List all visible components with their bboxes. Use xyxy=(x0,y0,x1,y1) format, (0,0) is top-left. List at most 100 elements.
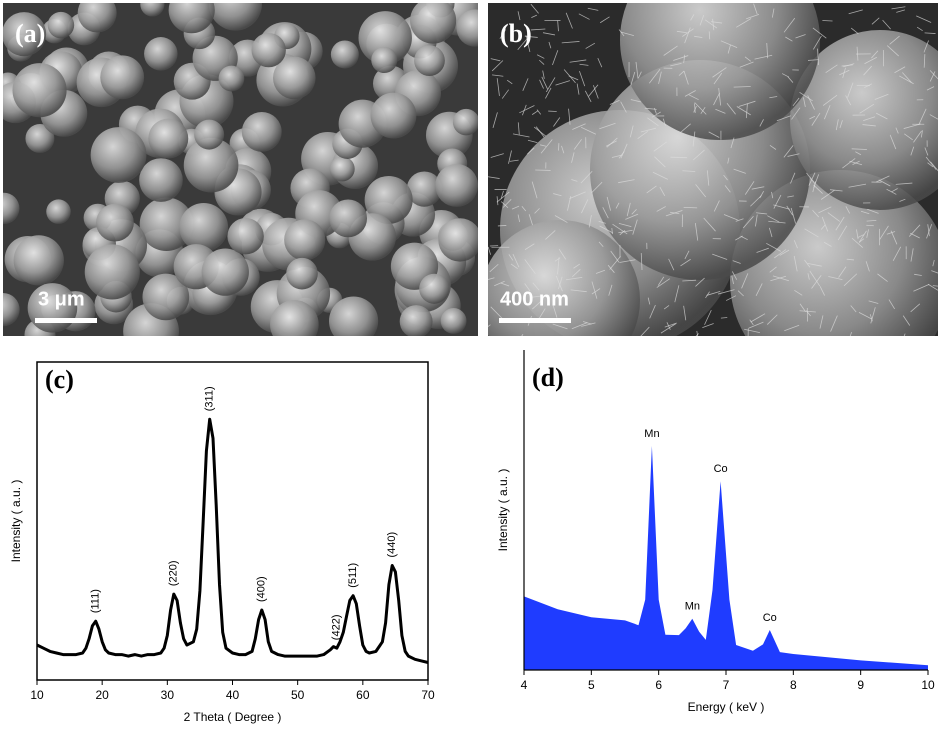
nanosheet xyxy=(517,214,520,223)
nanosheet xyxy=(924,32,936,34)
particle xyxy=(96,203,134,242)
nanosheet xyxy=(808,172,816,186)
peak-label: Mn xyxy=(685,601,700,613)
nanosheet xyxy=(835,216,845,231)
nanosheet xyxy=(558,276,563,290)
nanosheet xyxy=(571,152,575,163)
nanosheet xyxy=(724,185,731,193)
nanosheet xyxy=(679,123,691,134)
x-tick-label: 60 xyxy=(356,688,370,702)
nanosheet xyxy=(553,193,562,197)
nanosheet xyxy=(527,139,538,143)
y-axis-label: Intensity ( a.u. ) xyxy=(9,480,23,563)
nanosheet xyxy=(786,205,794,216)
nanosheet xyxy=(708,31,711,40)
nanosheet xyxy=(517,11,521,21)
nanosheet xyxy=(895,127,899,134)
nanosheet xyxy=(784,324,800,332)
nanosheet xyxy=(626,202,631,217)
nanosheet xyxy=(517,38,528,51)
particle xyxy=(456,9,478,47)
nanosheet xyxy=(694,222,699,241)
nanosheet xyxy=(857,234,865,238)
nanosheet xyxy=(496,196,499,206)
nanosheet xyxy=(552,305,558,318)
nanosheet xyxy=(769,96,778,99)
nanosheet xyxy=(886,45,900,57)
particle xyxy=(273,56,316,100)
nanosheet xyxy=(663,305,670,310)
x-tick-label: 5 xyxy=(588,678,595,692)
nanosheet xyxy=(683,70,689,85)
nanosheet xyxy=(496,78,500,96)
nanosheet xyxy=(552,50,559,66)
nanosheet xyxy=(499,29,507,39)
particle xyxy=(144,37,178,71)
nanosheet xyxy=(888,299,896,310)
nanosheet xyxy=(856,229,859,240)
nanosheet xyxy=(565,12,573,29)
nanosheet xyxy=(896,9,905,13)
nanosheet xyxy=(790,172,796,184)
nanosheet xyxy=(742,215,754,229)
scale-bar xyxy=(35,318,97,323)
nanosheet xyxy=(809,270,821,287)
peak-label: Co xyxy=(714,463,728,475)
nanosheet xyxy=(904,133,913,141)
particle xyxy=(241,111,282,152)
nanosheet xyxy=(620,143,628,159)
particle xyxy=(140,3,165,17)
nanosheet xyxy=(850,27,859,35)
nanosheet xyxy=(618,179,635,184)
nanosheet xyxy=(640,253,643,271)
nanosheet xyxy=(492,112,498,129)
nanosheet xyxy=(607,264,615,273)
nanosheet xyxy=(715,108,726,114)
nanosheet xyxy=(746,13,760,20)
nanosheet xyxy=(695,333,699,336)
nanosheet xyxy=(863,116,876,121)
nanosheet xyxy=(924,147,929,156)
nanosheet xyxy=(804,228,819,238)
nanosheet xyxy=(702,323,714,329)
particle xyxy=(284,219,326,261)
nanosheet xyxy=(640,326,650,336)
x-tick-label: 40 xyxy=(226,688,240,702)
nanosheet xyxy=(717,289,735,295)
particle xyxy=(251,32,286,68)
nanosheet xyxy=(497,225,507,227)
nanosheet xyxy=(629,125,634,138)
particle xyxy=(100,55,145,100)
nanosheet xyxy=(615,202,620,209)
nanosheet xyxy=(502,199,512,208)
nanosheet xyxy=(813,184,823,194)
nanosheet xyxy=(713,92,720,106)
x-tick-label: 4 xyxy=(521,678,528,692)
nanosheet xyxy=(732,260,741,264)
nanosheet xyxy=(879,225,889,240)
nanosheet xyxy=(673,55,689,61)
nanosheet xyxy=(528,214,533,226)
nanosheet xyxy=(618,222,632,227)
nanosheet xyxy=(708,131,720,138)
nanosheet xyxy=(823,241,832,247)
nanosheet xyxy=(929,71,936,82)
nanosheet xyxy=(489,263,499,273)
sem-texture xyxy=(488,3,938,336)
nanosheet xyxy=(522,78,529,91)
particle xyxy=(370,92,417,139)
nanosheet xyxy=(818,206,832,214)
nanosheet xyxy=(735,218,744,222)
nanosheet xyxy=(536,54,545,59)
nanosheet xyxy=(500,282,510,287)
nanosheet xyxy=(638,71,642,79)
nanosheet xyxy=(531,181,538,199)
particle xyxy=(270,300,319,336)
nanosheet xyxy=(542,70,545,79)
x-tick-label: 6 xyxy=(655,678,662,692)
nanosheet xyxy=(694,102,707,115)
nanosheet xyxy=(678,70,685,76)
x-tick-label: 50 xyxy=(291,688,305,702)
nanosheet xyxy=(584,90,592,103)
particle xyxy=(139,197,194,252)
